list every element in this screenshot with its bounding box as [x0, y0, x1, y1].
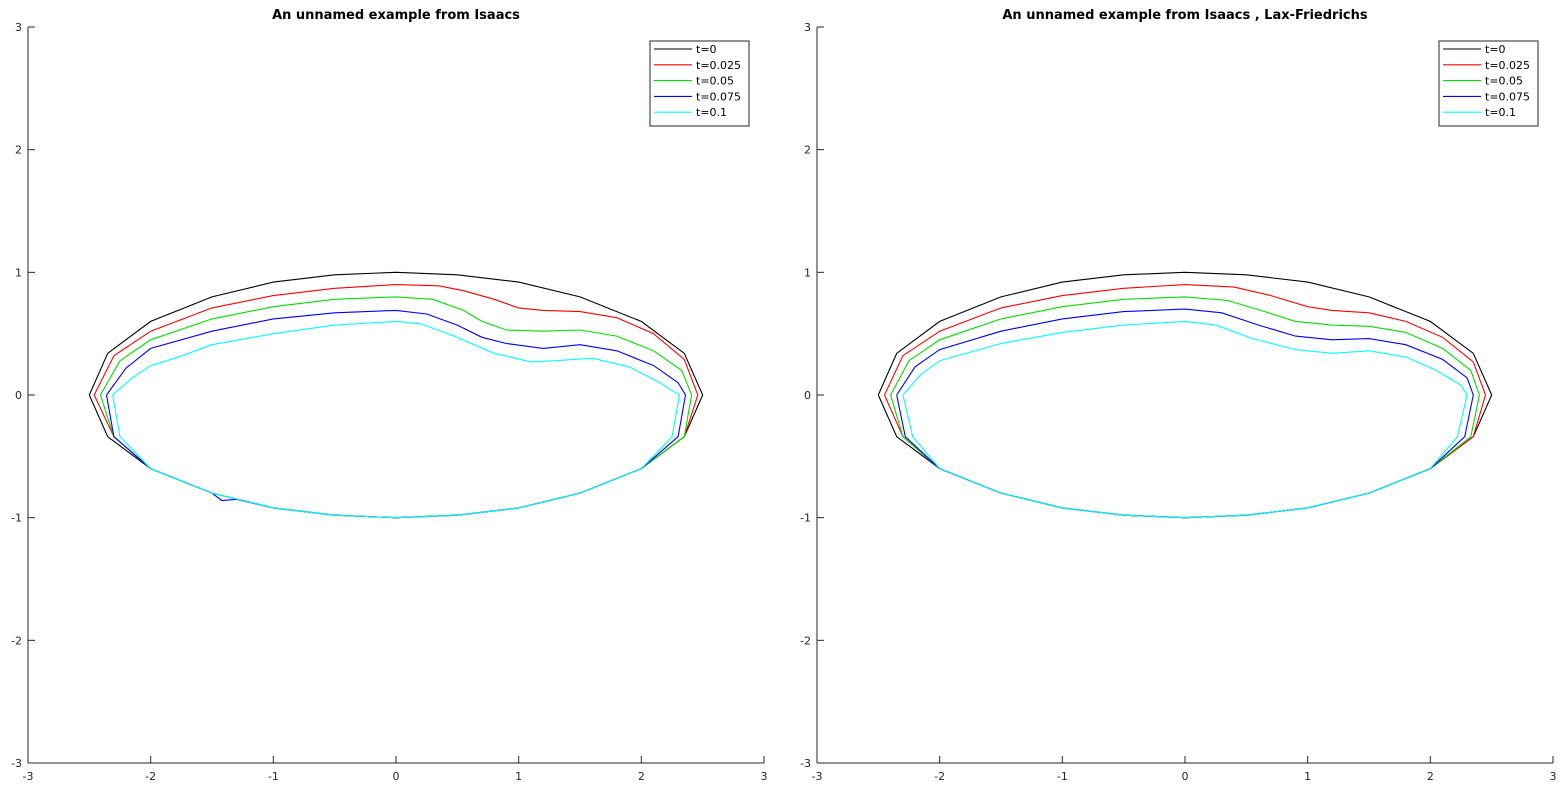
x-tick-label: 1 [1304, 770, 1311, 783]
legend-entry: t=0.05 [696, 75, 734, 88]
y-tick-label: 3 [15, 21, 22, 34]
x-tick-label: 3 [1550, 770, 1557, 783]
x-tick-label: 2 [638, 770, 645, 783]
legend: t=0 t=0.025 t=0.05 t=0.075 t=0.1 [1438, 40, 1539, 127]
x-tick-label: 3 [761, 770, 768, 783]
chart-title: An unnamed example from Isaacs [272, 8, 520, 23]
legend-entry: t=0.05 [1485, 75, 1523, 88]
x-tick-label: 1 [515, 770, 522, 783]
x-tick-label: -1 [1057, 770, 1068, 783]
x-tick-label: -2 [934, 770, 945, 783]
series-line-t=0.05 [99, 296, 693, 519]
series-line-t=0.1 [112, 320, 681, 519]
y-tick-label: -1 [11, 512, 22, 525]
x-tick-label: -2 [145, 770, 156, 783]
x-tick-label: 0 [1182, 770, 1189, 783]
y-tick-label: 0 [804, 389, 811, 402]
legend-entry: t=0.1 [1485, 106, 1516, 119]
y-tick-label: 2 [804, 144, 811, 157]
legend-entry: t=0.075 [696, 90, 741, 103]
x-tick-label: 2 [1427, 770, 1434, 783]
x-tick-label: -1 [268, 770, 279, 783]
legend-entry: t=0.025 [1485, 59, 1530, 72]
y-tick-label: -1 [800, 512, 811, 525]
y-tick-label: 1 [15, 266, 22, 279]
y-tick-label: 0 [15, 389, 22, 402]
y-tick-label: 1 [804, 266, 811, 279]
x-tick-label: 0 [393, 770, 400, 783]
x-tick-label: -3 [812, 770, 823, 783]
y-tick-label: 3 [804, 21, 811, 34]
y-tick-label: -2 [11, 634, 22, 647]
plot-panel-1: An unnamed example from Isaacs -3 -2 -1 0 1 2 3… [11, 8, 767, 783]
chart-title: An unnamed example from Isaacs , Lax-Fri… [1002, 8, 1368, 23]
y-tick-label: 2 [15, 144, 22, 157]
legend-entry: t=0 [696, 43, 717, 56]
legend-entry: t=0.075 [1485, 90, 1530, 103]
x-tick-label: -3 [23, 770, 34, 783]
series-line-t=0.1 [902, 320, 1468, 519]
legend-entry: t=0 [1485, 43, 1506, 56]
legend: t=0 t=0.025 t=0.05 t=0.075 t=0.1 [649, 40, 750, 127]
plot-panel-2: An unnamed example from Isaacs , Lax-Fri… [800, 8, 1556, 783]
y-tick-label: -2 [800, 634, 811, 647]
y-tick-label: -3 [800, 757, 811, 770]
legend-entry: t=0.1 [696, 106, 727, 119]
series-line-t=0.075 [105, 309, 687, 519]
y-tick-label: -3 [11, 757, 22, 770]
legend-entry: t=0.025 [696, 59, 741, 72]
